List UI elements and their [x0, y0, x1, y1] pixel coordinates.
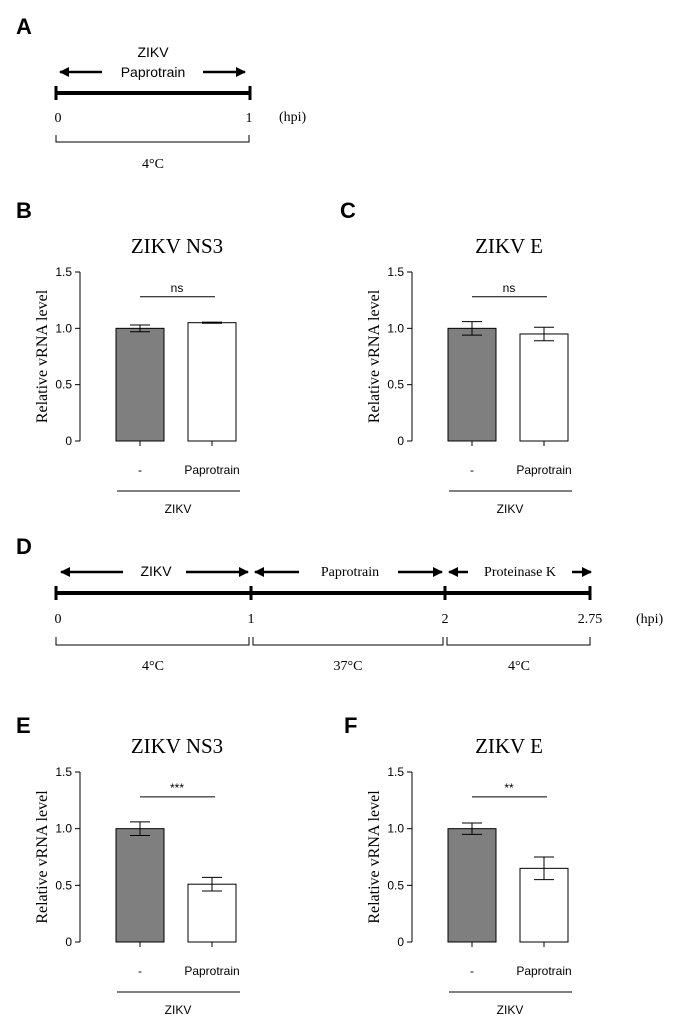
y-tick-label: 0: [397, 935, 404, 949]
category-label: Paprotrain: [516, 463, 571, 477]
y-axis-label: Relative vRNA level: [366, 289, 383, 423]
error-bar-control: [462, 321, 482, 336]
error-bar-control: [130, 821, 150, 836]
timeline-d-bracket-1: [55, 637, 250, 646]
y-tick-label: 1.5: [55, 765, 72, 779]
category-label: Paprotrain: [184, 463, 239, 477]
category-label: -: [470, 964, 474, 978]
panel-label-e: E: [16, 713, 31, 738]
group-label: ZIKV: [497, 502, 524, 516]
y-axis-label: Relative vRNA level: [34, 790, 51, 924]
chart-title: ZIKV E: [475, 234, 543, 258]
bar-paprotrain: [519, 333, 569, 442]
timeline-d-arrow-label-zikv: ZIKV: [140, 563, 172, 579]
y-tick-label: 0: [65, 434, 72, 448]
group-label: ZIKV: [165, 502, 192, 516]
y-tick-label: 1.0: [387, 822, 404, 836]
chart-title: ZIKV NS3: [131, 734, 223, 758]
timeline-d-tick-label-1: 1: [248, 612, 255, 627]
y-tick-label: 1.5: [387, 765, 404, 779]
panel-label-f: F: [344, 713, 357, 738]
panel-label-b: B: [16, 198, 32, 223]
y-tick-label: 0: [397, 434, 404, 448]
timeline-a-tick-label-0: 0: [55, 111, 62, 126]
y-tick-label: 1.5: [387, 265, 404, 279]
y-tick-label: 0.5: [55, 378, 72, 392]
timeline-d-bracket-3: [446, 637, 591, 646]
timeline-d-arrow-label-paprotrain: Paprotrain: [321, 565, 379, 580]
chart-title: ZIKV NS3: [131, 234, 223, 258]
bar-control: [115, 327, 165, 442]
bar-control: [447, 327, 497, 442]
bar-paprotrain: [187, 883, 237, 943]
panel-label-d: D: [16, 534, 32, 559]
bar-paprotrain: [187, 322, 237, 442]
bar-control: [447, 828, 497, 943]
y-axis-label: Relative vRNA level: [366, 790, 383, 924]
timeline-a-arrow-label-1: ZIKV: [137, 44, 169, 60]
y-tick-label: 1.5: [55, 265, 72, 279]
error-bar-control: [130, 324, 150, 333]
y-tick-label: 1.0: [55, 822, 72, 836]
y-tick-label: 0.5: [387, 378, 404, 392]
y-tick-label: 1.0: [387, 321, 404, 335]
error-bar-control: [462, 822, 482, 835]
significance-label: ns: [171, 281, 184, 295]
timeline-d-tick-label-2: 2: [442, 612, 449, 627]
significance-label: ns: [503, 281, 516, 295]
significance-label: ***: [170, 781, 184, 795]
y-tick-label: 0.5: [55, 878, 72, 892]
timeline-d-unit: (hpi): [636, 612, 664, 627]
category-label: -: [138, 964, 142, 978]
error-bar-paprotrain: [534, 856, 554, 881]
timeline-a: A ZIKV Paprotrain 0 1 (hpi) 4°C: [16, 14, 307, 172]
chart-c: ZIKV E Relative vRNA level 0 0.5 1.0 1.5 - Papr…: [366, 234, 572, 516]
timeline-a-bracket-label: 4°C: [142, 157, 164, 172]
timeline-d-arrow-label-proteinase: Proteinase K: [484, 565, 556, 580]
group-label: ZIKV: [165, 1003, 192, 1017]
y-tick-label: 1.0: [55, 321, 72, 335]
error-bar-paprotrain: [202, 876, 222, 892]
chart-b: ZIKV NS3 Relative vRNA level 0 0.5 1.0 1.5 - Pa…: [34, 234, 240, 516]
chart-title: ZIKV E: [475, 734, 543, 758]
y-axis-label: Relative vRNA level: [34, 289, 51, 423]
category-label: Paprotrain: [516, 964, 571, 978]
timeline-a-arrow-label-2: Paprotrain: [121, 64, 186, 80]
category-label: -: [138, 463, 142, 477]
timeline-a-tick-label-1: 1: [246, 111, 253, 126]
timeline-d-bracket-label-3: 4°C: [508, 659, 530, 674]
timeline-d-bracket-2: [252, 637, 444, 646]
timeline-d: D ZIKV Paprotrain Proteinase K 0 1 2 2.7…: [16, 534, 664, 674]
panel-label-c: C: [340, 198, 356, 223]
timeline-d-bracket-label-1: 4°C: [142, 659, 164, 674]
chart-e: ZIKV NS3 Relative vRNA level 0 0.5 1.0 1.5 - Pa…: [34, 734, 240, 1017]
timeline-d-bracket-label-2: 37°C: [334, 659, 363, 674]
error-bar-paprotrain: [534, 326, 554, 342]
group-label: ZIKV: [497, 1003, 524, 1017]
category-label: -: [470, 463, 474, 477]
error-bar-paprotrain: [202, 321, 222, 324]
timeline-d-tick-label-0: 0: [55, 612, 62, 627]
timeline-a-unit: (hpi): [279, 110, 307, 125]
timeline-a-bracket: [55, 135, 250, 143]
category-label: Paprotrain: [184, 964, 239, 978]
panel-label-a: A: [16, 14, 32, 39]
bar-paprotrain: [519, 867, 569, 943]
timeline-d-tick-label-3: 2.75: [578, 612, 603, 627]
chart-f: ZIKV E Relative vRNA level 0 0.5 1.0 1.5 - Papr…: [366, 734, 572, 1017]
bar-control: [115, 828, 165, 943]
y-tick-label: 0.5: [387, 878, 404, 892]
significance-label: **: [504, 781, 514, 795]
y-tick-label: 0: [65, 935, 72, 949]
